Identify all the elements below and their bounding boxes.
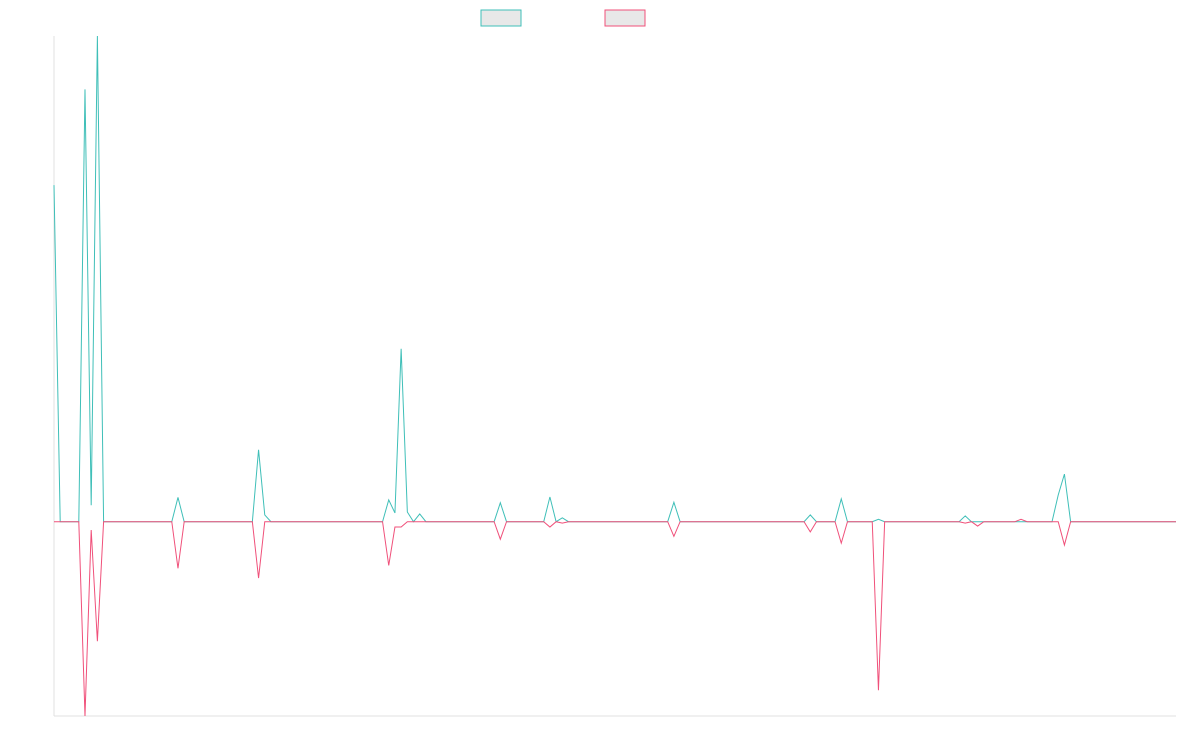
series-line [53,35,1176,523]
series-line [54,518,1176,717]
legend-swatch [480,9,522,27]
legend-swatch [604,9,646,27]
